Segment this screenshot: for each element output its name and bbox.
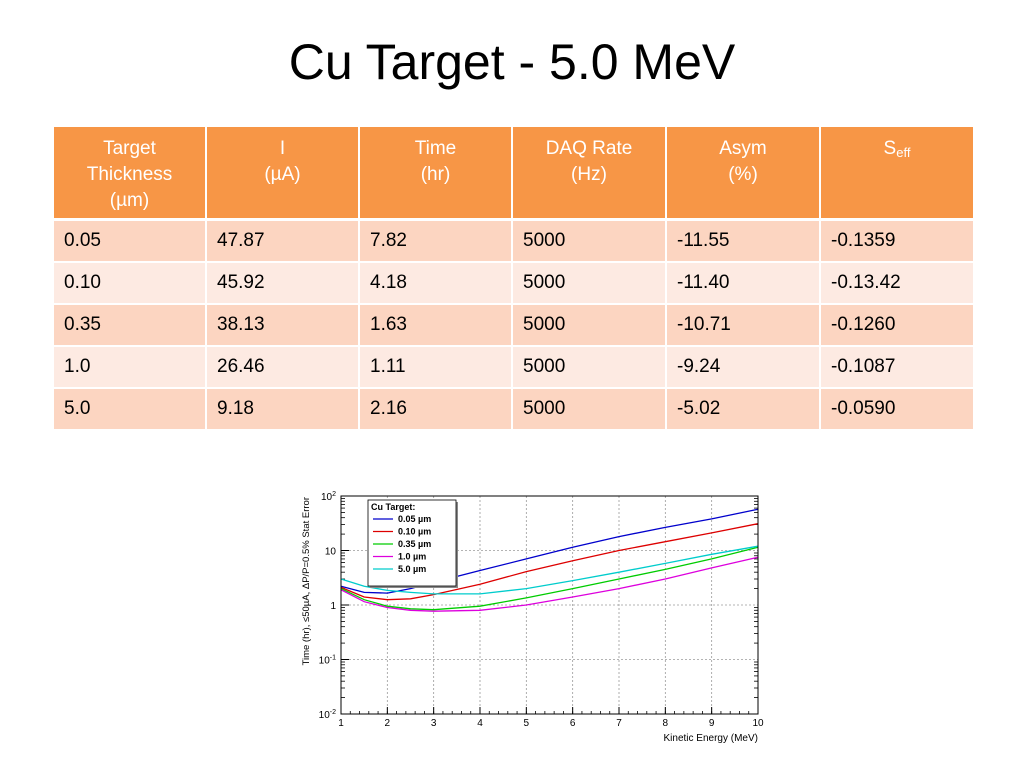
x-tick-label: 2 bbox=[385, 718, 391, 729]
table-row: 1.0 26.46 1.11 5000 -9.24 -0.1087 bbox=[52, 344, 975, 389]
legend-box bbox=[367, 499, 457, 587]
y-tick-label: 10-1 bbox=[319, 655, 336, 667]
x-tick-label: 9 bbox=[709, 718, 715, 729]
legend-entry: 0.35 µm bbox=[398, 539, 431, 549]
x-tick-label: 3 bbox=[431, 718, 437, 729]
cell-thickness: 0.35 bbox=[52, 302, 207, 347]
cell-time: 4.18 bbox=[358, 260, 513, 305]
series-line bbox=[340, 545, 759, 595]
cell-current: 45.92 bbox=[205, 260, 360, 305]
cell-current: 9.18 bbox=[205, 386, 360, 431]
x-tick-label: 8 bbox=[663, 718, 669, 729]
cell-seff: -0.1260 bbox=[819, 302, 975, 347]
y-tick-label: 102 bbox=[321, 491, 336, 503]
header-asym: Asym (%) bbox=[665, 127, 821, 221]
cell-thickness: 0.10 bbox=[52, 260, 207, 305]
series-line bbox=[340, 508, 759, 594]
cell-seff: -0.0590 bbox=[819, 386, 975, 431]
stat-error-plot: 1 2 3 4 5 6 7 8 9 10 10-2 10-1 1 10 102 Kinetic Energy … bbox=[296, 488, 768, 750]
plot-svg: 1 2 3 4 5 6 7 8 9 10 10-2 10-1 1 10 102 Kinetic Energy … bbox=[301, 491, 764, 744]
cell-asym: -11.55 bbox=[665, 218, 821, 263]
series-line bbox=[340, 523, 759, 601]
cell-daq-rate: 5000 bbox=[511, 218, 667, 263]
y-tick-label: 10 bbox=[325, 547, 337, 558]
table-row: 0.10 45.92 4.18 5000 -11.40 -0.13.42 bbox=[52, 260, 975, 305]
cell-daq-rate: 5000 bbox=[511, 260, 667, 305]
x-axis-label: Kinetic Energy (MeV) bbox=[664, 733, 758, 744]
cell-asym: -5.02 bbox=[665, 386, 821, 431]
header-current: I (µA) bbox=[205, 127, 360, 221]
cell-thickness: 0.05 bbox=[52, 218, 207, 263]
x-tick-label: 4 bbox=[477, 718, 483, 729]
legend-entry: 1.0 µm bbox=[398, 552, 426, 562]
cell-asym: -11.40 bbox=[665, 260, 821, 305]
cell-asym: -9.24 bbox=[665, 344, 821, 389]
header-target-thickness: Target Thickness (µm) bbox=[52, 127, 207, 221]
cell-current: 26.46 bbox=[205, 344, 360, 389]
cell-time: 1.63 bbox=[358, 302, 513, 347]
series-line bbox=[340, 556, 759, 612]
table-header-row: Target Thickness (µm) I (µA) Time (hr) D… bbox=[52, 127, 975, 221]
header-seff: Seff bbox=[819, 127, 975, 221]
series-line bbox=[340, 546, 759, 611]
cell-time: 1.11 bbox=[358, 344, 513, 389]
x-tick-label: 1 bbox=[338, 718, 344, 729]
cell-daq-rate: 5000 bbox=[511, 302, 667, 347]
legend-entry: 0.10 µm bbox=[398, 527, 431, 537]
x-tick-label: 7 bbox=[616, 718, 622, 729]
cell-asym: -10.71 bbox=[665, 302, 821, 347]
cell-seff: -0.1359 bbox=[819, 218, 975, 263]
y-tick-label: 10-2 bbox=[319, 709, 336, 721]
cell-current: 38.13 bbox=[205, 302, 360, 347]
cell-time: 7.82 bbox=[358, 218, 513, 263]
cell-thickness: 5.0 bbox=[52, 386, 207, 431]
y-axis-label: Time (hr), ≤50µA, ΔP/P=0.5% Stat Error bbox=[301, 497, 312, 665]
cell-time: 2.16 bbox=[358, 386, 513, 431]
y-tick-label: 1 bbox=[330, 601, 336, 612]
cell-daq-rate: 5000 bbox=[511, 386, 667, 431]
cell-current: 47.87 bbox=[205, 218, 360, 263]
slide-title: Cu Target - 5.0 MeV bbox=[288, 34, 736, 90]
header-time: Time (hr) bbox=[358, 127, 513, 221]
table-row: 0.05 47.87 7.82 5000 -11.55 -0.1359 bbox=[52, 218, 975, 263]
table-row: 0.35 38.13 1.63 5000 -10.71 -0.1260 bbox=[52, 302, 975, 347]
x-tick-label: 5 bbox=[524, 718, 530, 729]
table-row: 5.0 9.18 2.16 5000 -5.02 -0.0590 bbox=[52, 386, 975, 431]
x-tick-label: 10 bbox=[752, 718, 764, 729]
cell-seff: -0.1087 bbox=[819, 344, 975, 389]
legend-entry: 0.05 µm bbox=[398, 514, 431, 524]
cell-daq-rate: 5000 bbox=[511, 344, 667, 389]
header-daq-rate: DAQ Rate (Hz) bbox=[511, 127, 667, 221]
results-table: Target Thickness (µm) I (µA) Time (hr) D… bbox=[52, 127, 975, 431]
x-tick-label: 6 bbox=[570, 718, 576, 729]
legend-title: Cu Target: bbox=[371, 502, 415, 512]
cell-seff: -0.13.42 bbox=[819, 260, 975, 305]
legend-entry: 5.0 µm bbox=[398, 564, 426, 574]
cell-thickness: 1.0 bbox=[52, 344, 207, 389]
chart-legend: Cu Target: 0.05 µm 0.10 µm 0.35 µm 1.0 µm 5.0… bbox=[367, 499, 458, 588]
